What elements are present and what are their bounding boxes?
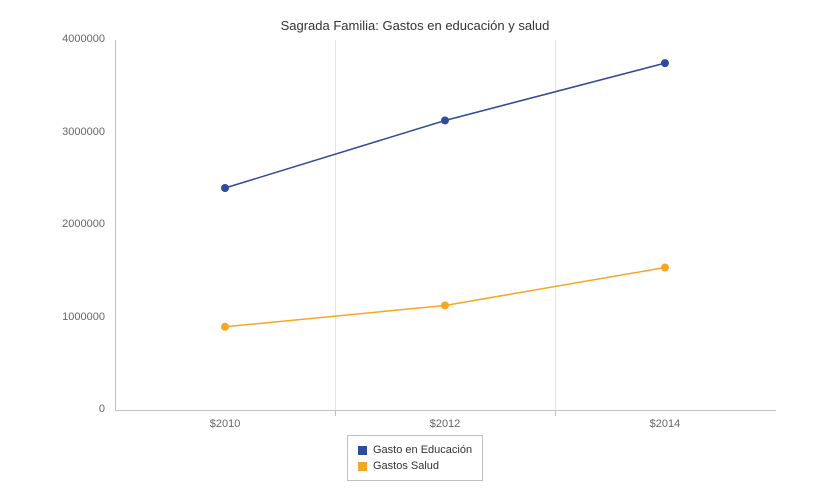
legend-swatch-salud xyxy=(358,462,367,471)
legend-label-salud: Gastos Salud xyxy=(373,458,439,474)
legend-label-educacion: Gasto en Educación xyxy=(373,442,472,458)
series-marker xyxy=(221,184,229,192)
legend-item-salud: Gastos Salud xyxy=(358,458,472,474)
line-series-svg xyxy=(0,0,830,500)
series-marker xyxy=(441,301,449,309)
series-line xyxy=(225,63,665,188)
chart-container: Sagrada Familia: Gastos en educación y s… xyxy=(0,0,830,500)
legend: Gasto en Educación Gastos Salud xyxy=(347,435,483,481)
series-marker xyxy=(661,264,669,272)
series-marker xyxy=(661,59,669,67)
series-marker xyxy=(221,323,229,331)
legend-item-educacion: Gasto en Educación xyxy=(358,442,472,458)
series-line xyxy=(225,268,665,327)
series-marker xyxy=(441,116,449,124)
legend-swatch-educacion xyxy=(358,446,367,455)
